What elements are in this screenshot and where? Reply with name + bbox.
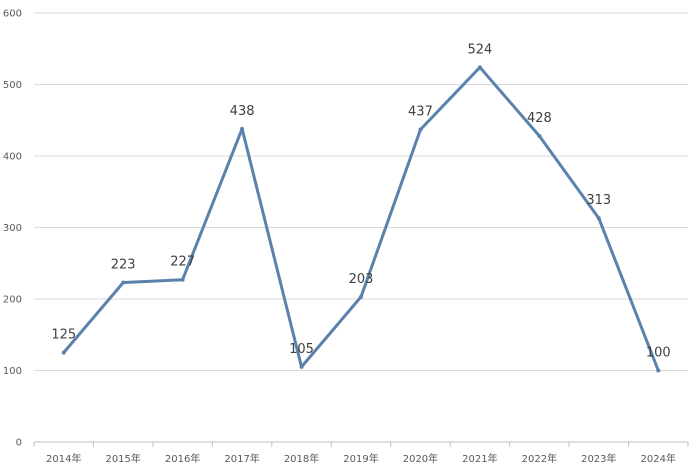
- data-point: [656, 368, 661, 373]
- y-tick-label: 300: [3, 223, 22, 234]
- x-tick-label: 2019年: [343, 452, 378, 465]
- y-tick-label: 600: [3, 9, 22, 20]
- data-label: 105: [289, 342, 314, 357]
- y-tick-label: 200: [3, 295, 22, 306]
- data-label: 100: [646, 346, 671, 361]
- data-labels: 125 223 227 438 105 203 437 524 428 313 100: [51, 42, 671, 373]
- data-point: [299, 364, 304, 369]
- data-label: 428: [527, 111, 552, 126]
- x-tick-label: 2015年: [105, 452, 140, 465]
- x-tick-label: 2022年: [522, 452, 557, 465]
- y-axis-ticks: 0 100 200 300 400 500 600: [3, 9, 22, 449]
- data-point: [477, 65, 482, 70]
- y-tick-label: 0: [16, 438, 22, 449]
- data-point: [537, 133, 542, 138]
- data-point: [418, 127, 423, 132]
- x-tick-label: 2016年: [165, 452, 200, 465]
- data-point: [359, 294, 363, 299]
- x-tick-label: 2014年: [46, 452, 81, 465]
- y-tick-label: 400: [3, 152, 22, 163]
- y-tick-label: 500: [3, 80, 22, 91]
- y-tick-label: 100: [3, 366, 22, 377]
- x-tick-label: 2017年: [224, 452, 259, 465]
- data-label: 223: [111, 258, 136, 273]
- data-label: 227: [170, 255, 195, 270]
- data-label: 313: [586, 193, 611, 208]
- x-tick-label: 2020年: [403, 452, 438, 465]
- data-point: [121, 280, 126, 285]
- data-point: [180, 277, 185, 282]
- x-tick-label: 2021年: [462, 452, 497, 465]
- x-tick-label: 2018年: [284, 452, 319, 465]
- x-tick-label: 2023年: [581, 452, 616, 465]
- series-line: [62, 65, 660, 372]
- data-point: [240, 126, 245, 131]
- data-label: 203: [349, 272, 374, 287]
- data-label: 437: [408, 105, 433, 120]
- x-tick-label: 2024年: [641, 452, 676, 465]
- x-axis-ticks: 2014年 2015年 2016年 2017年 2018年 2019年 2020年 2021年…: [33, 442, 689, 465]
- data-point: [61, 350, 66, 355]
- data-label: 524: [467, 42, 492, 57]
- data-point: [596, 216, 601, 221]
- data-label: 438: [230, 104, 255, 119]
- data-label: 125: [51, 328, 76, 343]
- gridlines: [34, 12, 688, 371]
